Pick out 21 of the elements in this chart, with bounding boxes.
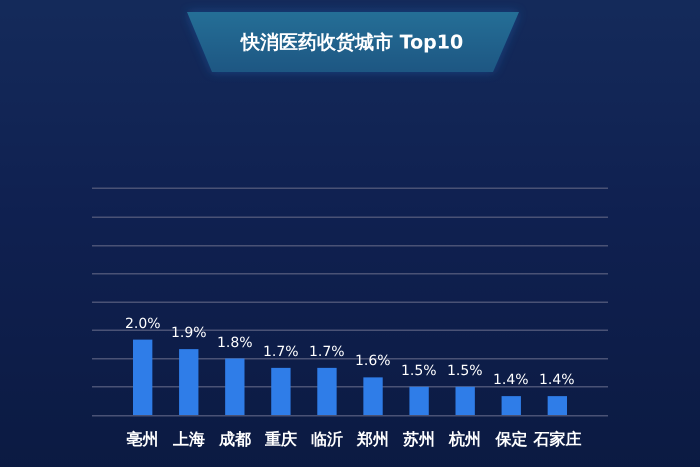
data-label: 1.6% bbox=[355, 353, 391, 369]
x-tick-label: 保定 bbox=[494, 430, 528, 449]
x-tick-label: 杭州 bbox=[448, 430, 482, 449]
data-label: 2.0% bbox=[125, 316, 161, 332]
x-tick-label: 上海 bbox=[172, 430, 205, 449]
chart-title: 快消医药收货城市 Top10 bbox=[239, 32, 464, 54]
x-tick-label: 石家庄 bbox=[532, 430, 582, 449]
data-label: 1.5% bbox=[401, 363, 437, 379]
data-label: 1.4% bbox=[539, 372, 575, 388]
data-label: 1.8% bbox=[217, 335, 253, 351]
x-tick-label: 郑州 bbox=[356, 430, 390, 449]
data-label: 1.7% bbox=[263, 344, 299, 360]
x-tick-label: 亳州 bbox=[126, 430, 159, 449]
data-label: 1.7% bbox=[309, 344, 345, 360]
x-tick-label: 重庆 bbox=[264, 430, 297, 449]
data-label: 1.9% bbox=[171, 325, 207, 341]
data-label: 1.4% bbox=[493, 372, 529, 388]
x-tick-label: 苏州 bbox=[402, 430, 436, 449]
data-label: 1.5% bbox=[447, 363, 483, 379]
x-tick-label: 成都 bbox=[218, 430, 251, 449]
x-tick-label: 临沂 bbox=[310, 430, 343, 449]
